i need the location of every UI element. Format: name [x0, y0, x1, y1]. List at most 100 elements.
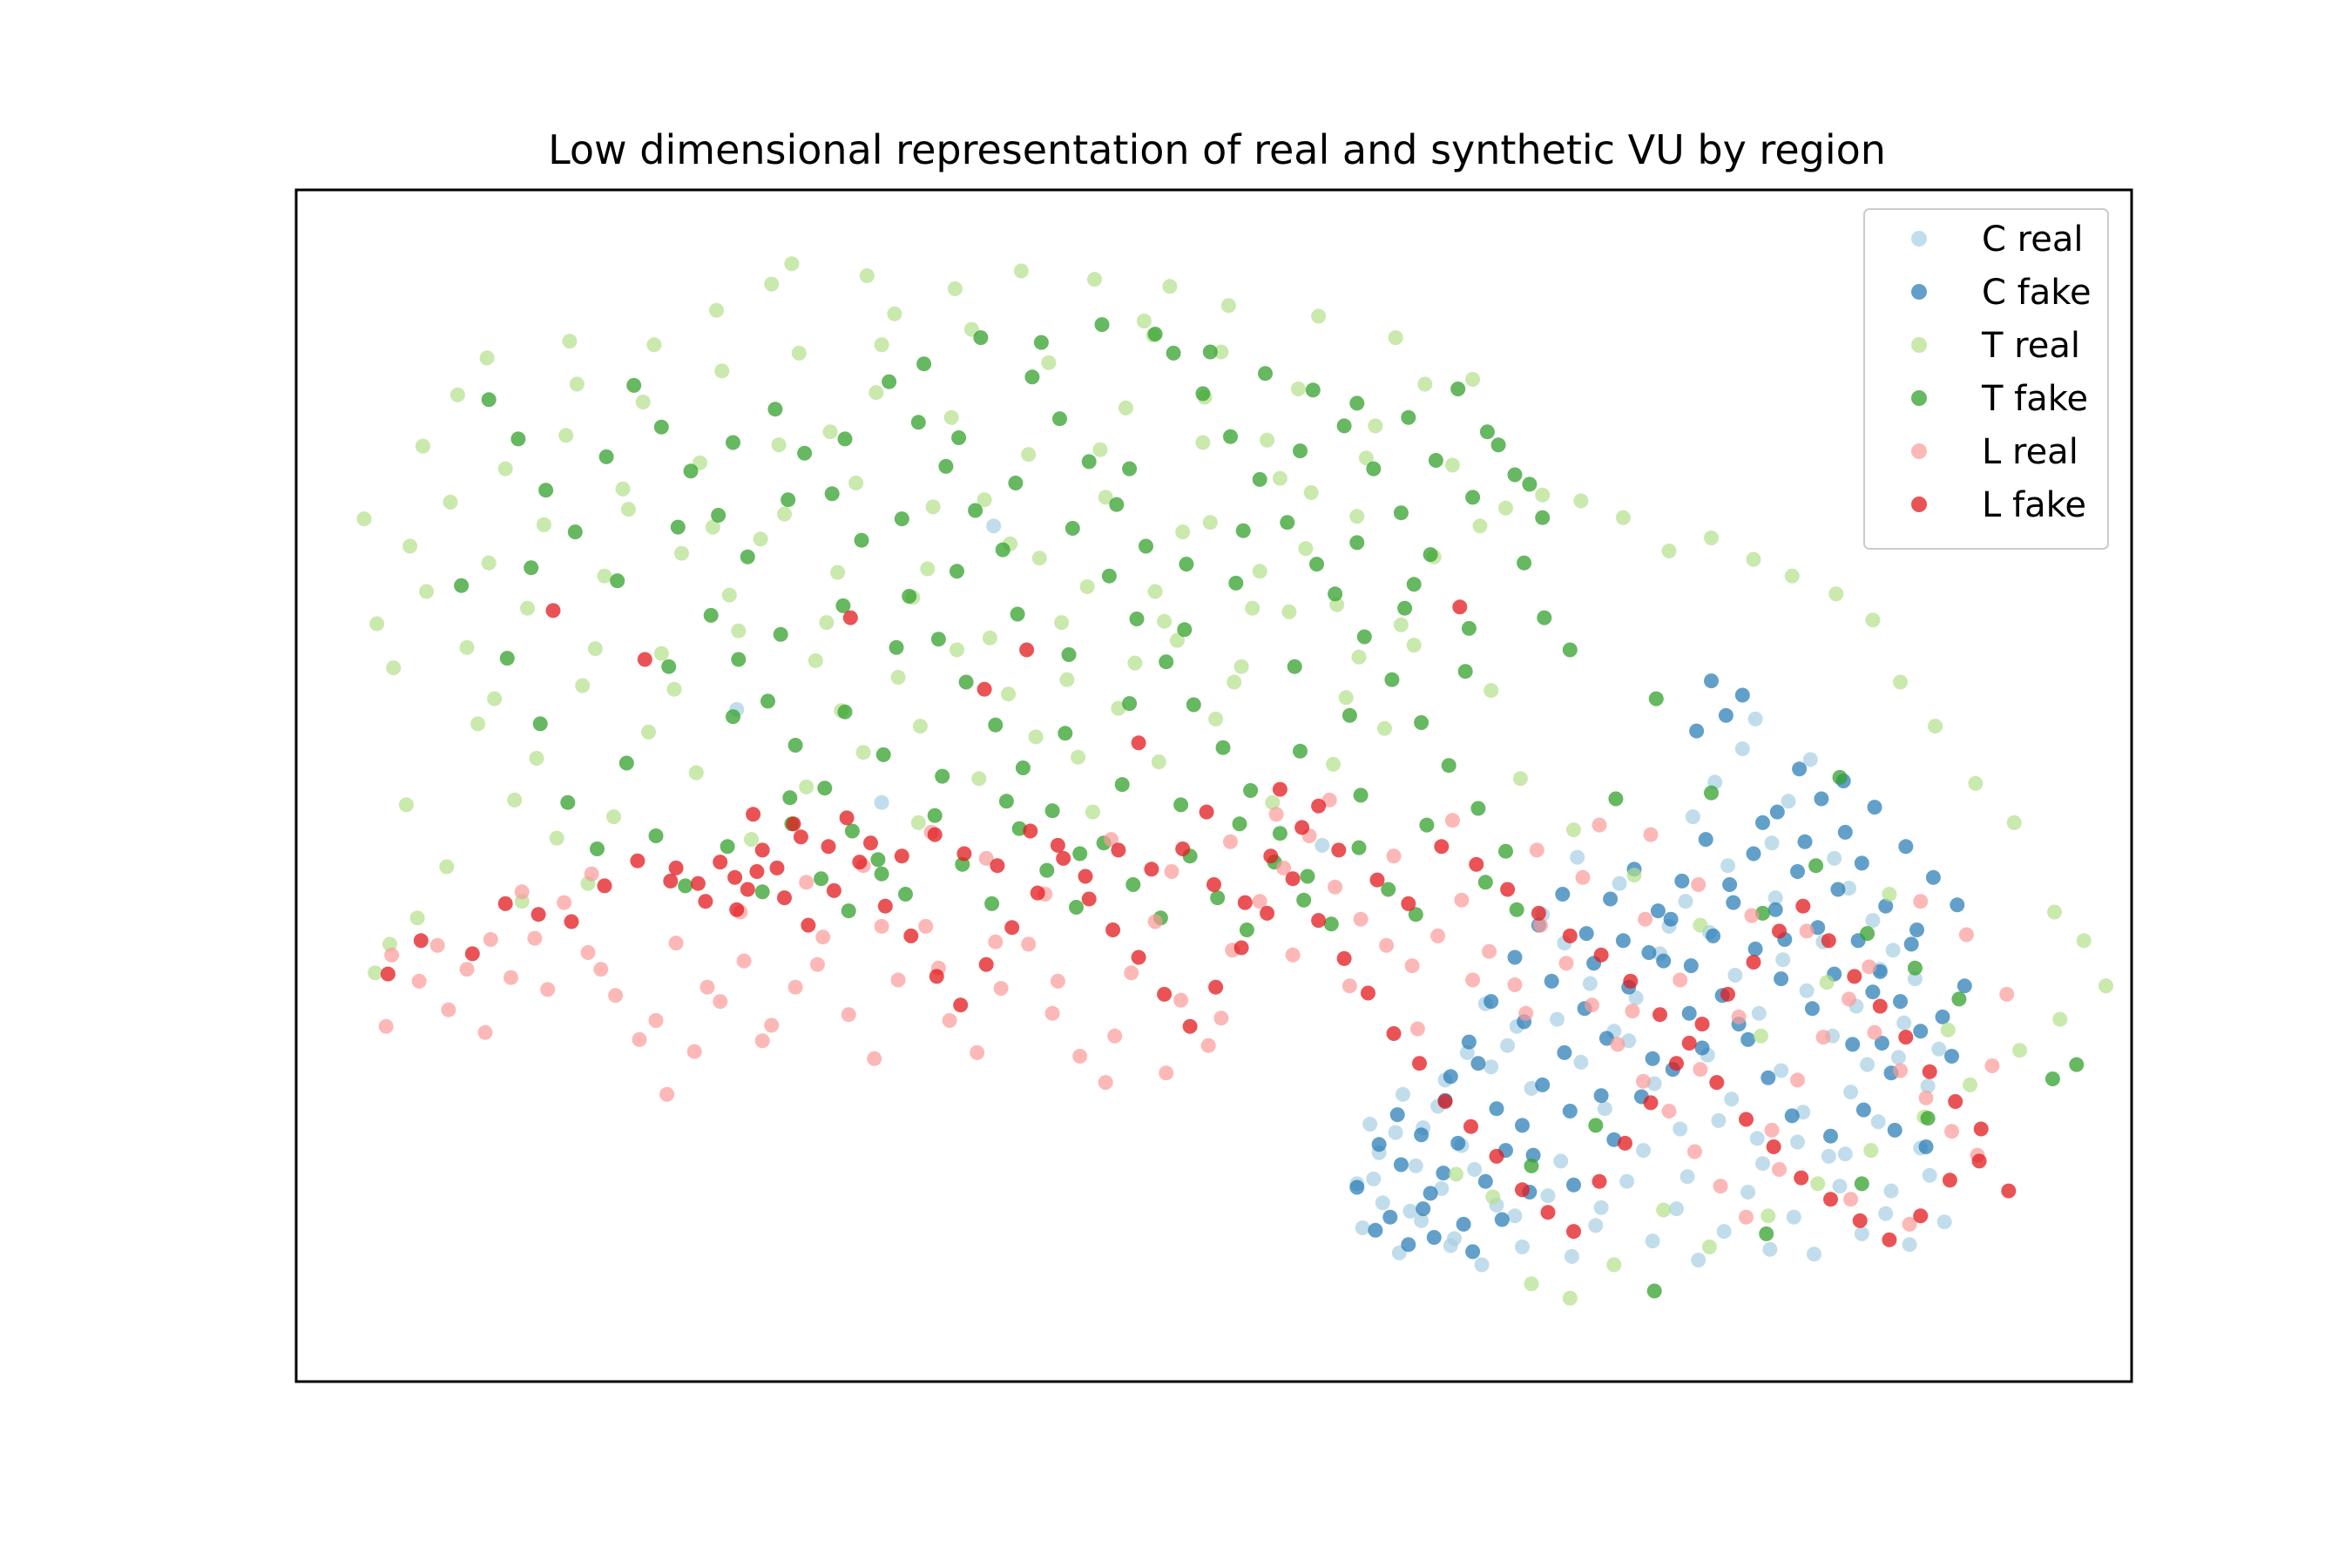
point-c-real-98 [1837, 1146, 1853, 1162]
point-l-real-72 [1518, 1005, 1534, 1021]
point-l-fake-84 [1331, 842, 1347, 858]
point-c-fake-35 [1792, 761, 1808, 777]
point-c-real-25 [1922, 1167, 1937, 1183]
series-t-real [356, 256, 2113, 1306]
point-t-real-48 [1290, 382, 1306, 396]
point-t-real-156 [721, 587, 737, 603]
point-t-fake-157 [1232, 816, 1247, 832]
point-l-real-76 [1285, 947, 1301, 963]
point-l-fake-94 [1652, 1007, 1667, 1023]
point-t-fake-122 [2069, 1057, 2085, 1072]
point-c-real-11 [1588, 1218, 1604, 1233]
point-l-fake-119 [839, 810, 855, 826]
point-c-fake-83 [1489, 1101, 1504, 1117]
point-l-real-29 [1147, 914, 1163, 929]
point-l-real-43 [1507, 977, 1523, 992]
point-l-real-98 [799, 875, 814, 890]
point-t-fake-76 [754, 884, 770, 900]
point-l-real-59 [1918, 1090, 1934, 1105]
point-l-fake-106 [2001, 1183, 2017, 1199]
point-t-real-62 [549, 830, 564, 846]
point-t-real-29 [925, 499, 941, 515]
point-c-real-94 [1680, 1169, 1695, 1185]
point-c-real-61 [1907, 971, 1923, 987]
point-t-fake-20 [1052, 411, 1067, 427]
point-c-fake-0 [1349, 1179, 1365, 1195]
point-t-fake-158 [1293, 743, 1308, 759]
point-c-real-28 [1870, 1114, 1886, 1130]
point-l-fake-118 [786, 816, 801, 832]
point-t-real-99 [1784, 568, 1800, 584]
point-t-fake-87 [1069, 900, 1084, 915]
point-t-real-4 [443, 494, 458, 510]
point-t-real-91 [1220, 298, 1236, 314]
point-l-real-22 [970, 1044, 985, 1060]
point-l-real-89 [540, 982, 556, 997]
point-l-fake-5 [564, 914, 579, 929]
point-t-fake-96 [1323, 916, 1339, 932]
point-t-real-53 [1388, 330, 1403, 346]
point-t-fake-63 [1414, 715, 1429, 730]
point-t-fake-67 [454, 578, 470, 593]
point-l-fake-116 [637, 652, 652, 667]
point-t-fake-130 [1704, 785, 1719, 801]
point-t-fake-58 [1272, 826, 1288, 841]
point-t-fake-46 [930, 632, 946, 647]
point-t-real-121 [1485, 1189, 1501, 1205]
point-t-fake-150 [837, 704, 853, 720]
point-c-fake-43 [1603, 891, 1619, 907]
point-t-real-102 [1893, 674, 1908, 690]
point-c-real-53 [1747, 711, 1763, 727]
point-t-fake-39 [731, 652, 747, 667]
point-t-real-129 [1566, 822, 1581, 838]
point-t-real-40 [1136, 314, 1152, 328]
point-l-real-45 [1558, 956, 1574, 971]
point-t-real-155 [666, 681, 682, 697]
point-c-fake-95 [1898, 839, 1914, 855]
point-l-real-79 [1107, 1028, 1123, 1044]
point-l-fake-104 [1942, 1173, 1957, 1188]
point-l-fake-15 [852, 855, 868, 870]
point-c-fake-14 [1641, 945, 1657, 960]
point-t-real-8 [520, 600, 535, 616]
point-t-fake-84 [984, 896, 1000, 911]
point-c-fake-8 [1515, 1118, 1530, 1133]
point-c-real-69 [1727, 968, 1743, 983]
point-t-fake-100 [916, 356, 932, 372]
point-t-real-16 [674, 545, 689, 561]
point-t-fake-129 [1608, 791, 1624, 807]
point-t-real-75 [910, 814, 926, 830]
point-l-fake-1 [413, 933, 429, 949]
point-l-real-86 [700, 979, 715, 995]
point-l-fake-107 [1019, 642, 1035, 658]
point-t-fake-151 [875, 747, 891, 762]
point-l-real-34 [1276, 860, 1292, 875]
point-t-fake-81 [898, 887, 913, 902]
point-t-real-85 [784, 256, 800, 272]
point-l-fake-16 [877, 898, 893, 914]
point-t-real-5 [459, 639, 475, 655]
point-l-real-78 [1159, 1065, 1174, 1081]
point-c-real-50 [1685, 809, 1700, 825]
point-t-fake-132 [773, 626, 788, 642]
point-c-fake-73 [1845, 1037, 1861, 1052]
point-c-fake-90 [1689, 723, 1705, 739]
point-t-fake-16 [938, 458, 954, 474]
point-l-real-4 [504, 970, 518, 985]
point-t-real-10 [558, 428, 574, 443]
point-t-real-6 [481, 555, 497, 571]
point-c-real-49 [1366, 1171, 1382, 1186]
point-c-real-24 [1902, 1237, 1917, 1253]
point-l-fake-81 [1237, 895, 1253, 910]
series-l-real [378, 792, 2015, 1232]
point-l-real-7 [580, 945, 596, 960]
point-l-fake-10 [729, 902, 745, 917]
point-t-fake-0 [481, 392, 497, 408]
legend-label-c-fake: C fake [1982, 273, 2092, 313]
point-t-fake-114 [1562, 642, 1578, 658]
point-l-fake-78 [1144, 862, 1159, 877]
point-t-real-86 [859, 268, 875, 283]
point-c-fake-63 [1694, 1040, 1710, 1056]
point-t-fake-33 [1423, 547, 1438, 563]
point-c-fake-79 [1645, 1051, 1660, 1066]
